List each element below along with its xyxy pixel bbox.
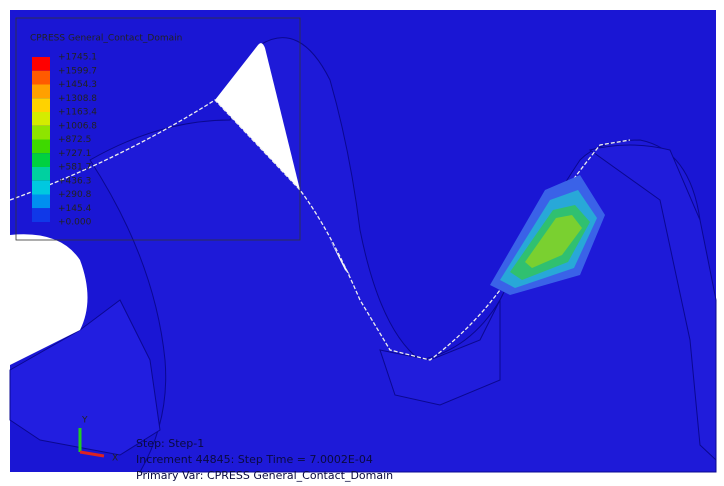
legend-swatch [32,153,50,167]
legend-label: +1308.8 [58,94,97,104]
legend-swatch [32,167,50,181]
legend-swatch [32,98,50,112]
legend-label: +727.1 [58,149,91,159]
gear-tooth [9,299,161,456]
legend-swatch [32,180,50,195]
contour-band [525,215,582,268]
status-step: Step: Step-1 [136,437,204,450]
legend-swatch [32,208,50,222]
status-increment: Increment 44845: Step Time = 7.0002E-04 [136,453,373,466]
axis-x-label: X [112,454,118,464]
legend-swatch [32,139,50,154]
legend-label: +1454.3 [58,80,97,90]
gear-tooth [588,144,717,462]
status-primary: Primary Var: CPRESS General_Contact_Doma… [136,469,393,482]
legend: +1745.1 +1599.7 +1454.3 +1308.8 +1163.4 +1006… [32,53,97,228]
legend-label: +581.7 [58,163,91,173]
legend-label: +0.000 [58,218,92,228]
legend-label: +1599.7 [58,66,97,76]
legend-label: +436.3 [58,176,91,186]
legend-swatch [32,84,50,99]
legend-swatch [32,112,50,126]
legend-title: CPRESS General_Contact_Domain [30,34,182,44]
legend-swatch [32,70,50,85]
legend-label: +1163.4 [58,108,97,118]
axis-x [79,450,105,458]
gear-root [379,299,501,406]
legend-box [15,17,301,241]
legend-label: +290.8 [58,190,92,200]
legend-label: +145.4 [58,204,92,214]
legend-swatch [32,194,50,209]
gap [10,234,88,365]
legend-label: +1745.1 [58,53,97,63]
legend-label: +1006.8 [58,121,97,131]
legend-swatch [32,57,50,71]
legend-label: +872.5 [58,135,91,145]
gap [215,43,300,191]
axis-y-label: Y [81,416,88,426]
legend-swatch [32,125,50,140]
